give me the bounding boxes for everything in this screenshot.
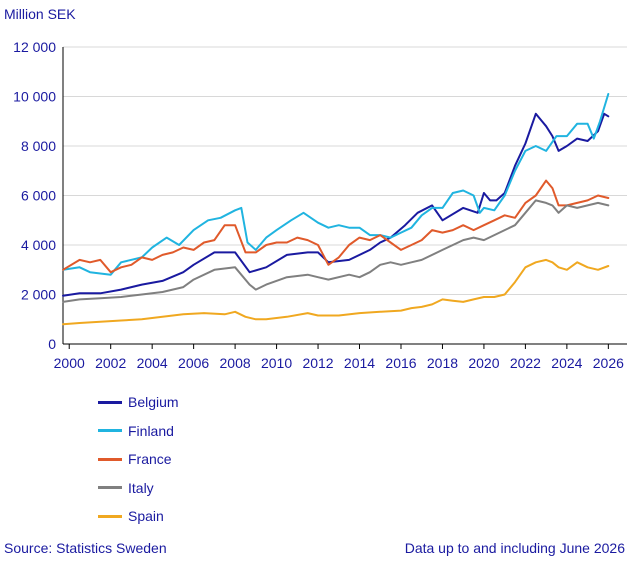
x-tick-label: 2026 xyxy=(593,355,624,371)
y-tick-label: 4 000 xyxy=(21,237,56,253)
legend-item-belgium: Belgium xyxy=(98,388,179,417)
series-line-finland xyxy=(62,93,610,276)
legend-label: Italy xyxy=(128,479,154,496)
legend-swatch xyxy=(98,514,122,518)
legend-swatch xyxy=(98,486,122,490)
legend-item-france: France xyxy=(98,445,179,474)
x-tick-label: 2008 xyxy=(220,355,251,371)
legend: Belgium Finland France Italy Spain xyxy=(98,388,179,531)
y-tick-label: 0 xyxy=(48,336,56,352)
y-tick-label: 12 000 xyxy=(13,39,56,55)
y-tick-label: 6 000 xyxy=(21,188,56,204)
legend-item-italy: Italy xyxy=(98,474,179,503)
x-tick-label: 2000 xyxy=(54,355,85,371)
x-tick-label: 2016 xyxy=(385,355,416,371)
x-tick-label: 2004 xyxy=(137,355,168,371)
legend-label: Finland xyxy=(128,422,174,439)
legend-swatch xyxy=(98,457,122,461)
legend-label: Belgium xyxy=(128,394,179,411)
source-label: Source: Statistics Sweden xyxy=(4,540,167,556)
x-tick-label: 2006 xyxy=(178,355,209,371)
x-tick-label: 2010 xyxy=(261,355,292,371)
x-tick-label: 2024 xyxy=(551,355,582,371)
series-lines xyxy=(62,93,610,326)
data-note: Data up to and including June 2026 xyxy=(404,540,625,556)
x-tick-label: 2014 xyxy=(344,355,375,371)
y-tick-label: 2 000 xyxy=(21,287,56,303)
y-axis: 0 2 000 4 000 6 000 8 000 10 000 12 000 xyxy=(13,39,64,352)
series-line-spain xyxy=(62,258,610,326)
series-line-italy xyxy=(62,199,610,303)
x-tick-label: 2012 xyxy=(302,355,333,371)
x-axis: 2000 2002 2004 2006 2008 2010 2012 2014 2016 2018… xyxy=(54,343,627,371)
legend-item-spain: Spain xyxy=(98,502,179,531)
x-tick-label: 2018 xyxy=(427,355,458,371)
x-tick-label: 2022 xyxy=(510,355,541,371)
y-tick-label: 8 000 xyxy=(21,138,56,154)
y-axis-unit-label: Million SEK xyxy=(4,6,76,22)
gridlines xyxy=(63,46,627,295)
series-line-france xyxy=(62,179,610,274)
legend-label: France xyxy=(128,451,172,468)
x-tick-label: 2002 xyxy=(95,355,126,371)
legend-swatch xyxy=(98,429,122,433)
legend-swatch xyxy=(98,400,122,404)
y-tick-label: 10 000 xyxy=(13,89,56,105)
legend-item-finland: Finland xyxy=(98,417,179,446)
x-tick-label: 2020 xyxy=(468,355,499,371)
series-line-belgium xyxy=(62,112,610,297)
legend-label: Spain xyxy=(128,508,164,525)
